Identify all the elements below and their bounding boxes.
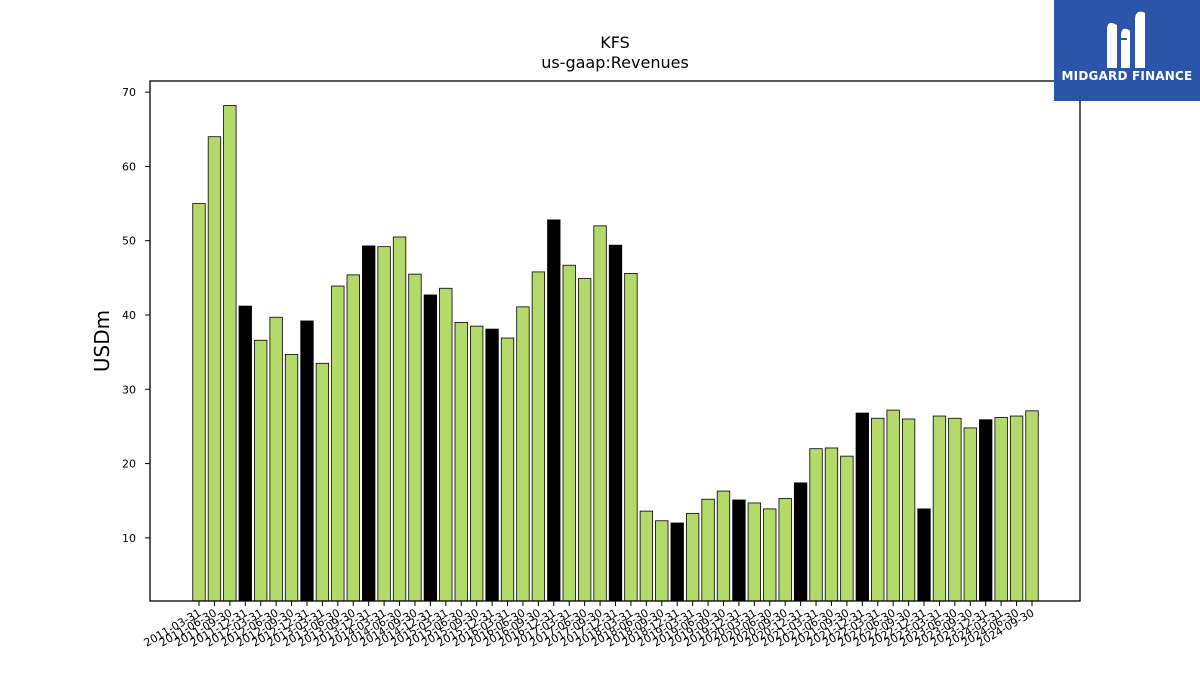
y-tick-label: 40 xyxy=(122,309,136,322)
bar-2021-12-31 xyxy=(855,412,869,602)
chart-title: KFS xyxy=(600,33,630,52)
bar-2011-06-30 xyxy=(207,136,222,602)
chart-subtitle: us-gaap:Revenues xyxy=(541,53,689,72)
bar-2021-06-30 xyxy=(824,447,839,602)
y-tick-label: 20 xyxy=(122,458,136,471)
bar-2015-06-30 xyxy=(454,322,468,602)
bar-2020-06-30 xyxy=(763,508,777,602)
plot-frame xyxy=(149,80,1081,602)
bar-2011-03-31 xyxy=(192,203,206,602)
bar-2023-06-30 xyxy=(948,417,962,602)
bar-2018-12-31 xyxy=(670,522,684,602)
bar-2011-09-30 xyxy=(223,105,237,602)
y-tick-label: 30 xyxy=(122,383,136,396)
bar-2014-12-31 xyxy=(423,294,438,602)
bar-2021-09-30 xyxy=(840,455,854,602)
bar-2016-12-31 xyxy=(547,219,561,602)
bar-2022-03-31 xyxy=(871,417,885,602)
bar-2020-12-31 xyxy=(793,482,808,602)
bar-2023-03-31 xyxy=(932,415,947,602)
brand-logo: MIDGARD FINANCE xyxy=(1054,0,1200,101)
bar-2024-06-30 xyxy=(1009,415,1024,602)
y-axis-label: USDm xyxy=(90,310,114,372)
bar-2014-03-31 xyxy=(377,246,391,602)
bar-2018-03-31 xyxy=(624,272,638,602)
bar-2020-09-30 xyxy=(778,498,792,602)
bar-2016-09-30 xyxy=(531,271,546,602)
bar-2021-03-31 xyxy=(809,448,823,602)
bar-2015-12-31 xyxy=(485,328,499,602)
bar-2015-09-30 xyxy=(470,325,484,602)
bar-2014-06-30 xyxy=(392,236,407,602)
y-tick-label: 60 xyxy=(122,160,136,173)
bar-2019-09-30 xyxy=(716,490,731,602)
x-axis-ticks: 2011-03-312011-06-302011-09-302011-12-31… xyxy=(142,601,1037,650)
bar-2022-09-30 xyxy=(901,418,916,602)
bar-2019-12-31 xyxy=(732,499,746,602)
bar-2019-03-31 xyxy=(685,512,700,602)
midgard-m-icon xyxy=(1107,11,1145,69)
bar-2023-12-31 xyxy=(979,419,993,602)
y-tick-label: 10 xyxy=(122,532,136,545)
bars-group xyxy=(192,105,1039,602)
bar-2019-06-30 xyxy=(701,498,715,602)
bar-2012-06-30 xyxy=(269,316,283,602)
bar-2011-12-31 xyxy=(238,305,252,602)
bar-2022-06-30 xyxy=(886,409,900,602)
bar-2017-09-30 xyxy=(593,225,607,602)
bar-2016-03-31 xyxy=(500,337,515,602)
bar-2017-03-31 xyxy=(562,264,576,602)
bar-2018-09-30 xyxy=(655,520,669,602)
bar-2013-12-31 xyxy=(362,245,376,602)
bar-2013-09-30 xyxy=(346,274,360,602)
y-tick-label: 70 xyxy=(122,86,136,99)
bar-2016-06-30 xyxy=(516,306,530,602)
bar-2018-06-30 xyxy=(639,510,653,602)
bar-2017-12-31 xyxy=(608,244,623,602)
y-axis-ticks: 10 20 30 40 50 60 70 xyxy=(122,86,150,545)
bar-2012-09-30 xyxy=(284,353,299,602)
bar-2023-09-30 xyxy=(963,427,977,602)
bar-2013-06-30 xyxy=(331,285,345,602)
bar-2024-09-30 xyxy=(1025,410,1039,602)
bar-2017-06-30 xyxy=(578,278,592,602)
bar-2020-03-31 xyxy=(747,502,761,602)
y-tick-label: 50 xyxy=(122,235,136,248)
bar-2022-12-31 xyxy=(917,508,931,602)
bar-2015-03-31 xyxy=(439,287,453,602)
bar-2012-03-31 xyxy=(254,339,268,602)
bar-2024-03-31 xyxy=(994,417,1008,602)
bar-2013-03-31 xyxy=(315,362,330,602)
bar-2014-09-30 xyxy=(408,273,422,602)
bar-2012-12-31 xyxy=(300,320,314,602)
brand-name: MIDGARD FINANCE xyxy=(1061,69,1193,83)
